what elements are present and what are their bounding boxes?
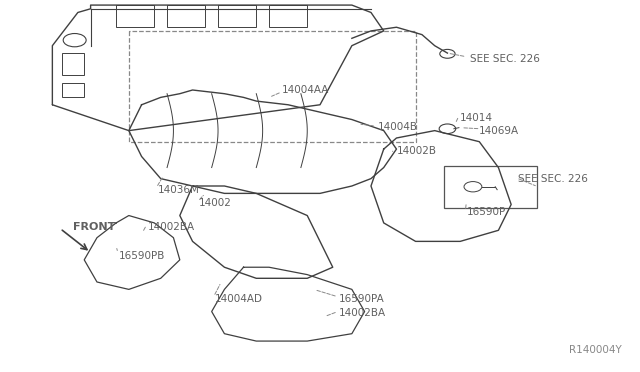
Text: FRONT: FRONT: [73, 222, 115, 232]
Text: 16590P: 16590P: [467, 207, 506, 217]
Text: 14004AD: 14004AD: [215, 294, 263, 304]
Text: R140004Y: R140004Y: [568, 345, 621, 355]
Text: 14069A: 14069A: [479, 126, 520, 136]
Text: 14004B: 14004B: [378, 122, 417, 132]
Text: 16590PA: 16590PA: [339, 294, 385, 304]
Text: 14004AA: 14004AA: [282, 85, 329, 95]
Text: 14002B: 14002B: [396, 146, 436, 156]
Text: 16590PB: 16590PB: [119, 251, 166, 261]
Text: SEE SEC. 226: SEE SEC. 226: [470, 54, 540, 64]
Text: 14036M: 14036M: [157, 185, 200, 195]
Text: 14002BA: 14002BA: [148, 222, 195, 232]
Bar: [444, 166, 537, 208]
Text: SEE SEC. 226: SEE SEC. 226: [518, 174, 588, 184]
Text: 14002BA: 14002BA: [339, 308, 387, 318]
Text: 14002: 14002: [199, 198, 232, 208]
Text: 14014: 14014: [460, 113, 493, 123]
